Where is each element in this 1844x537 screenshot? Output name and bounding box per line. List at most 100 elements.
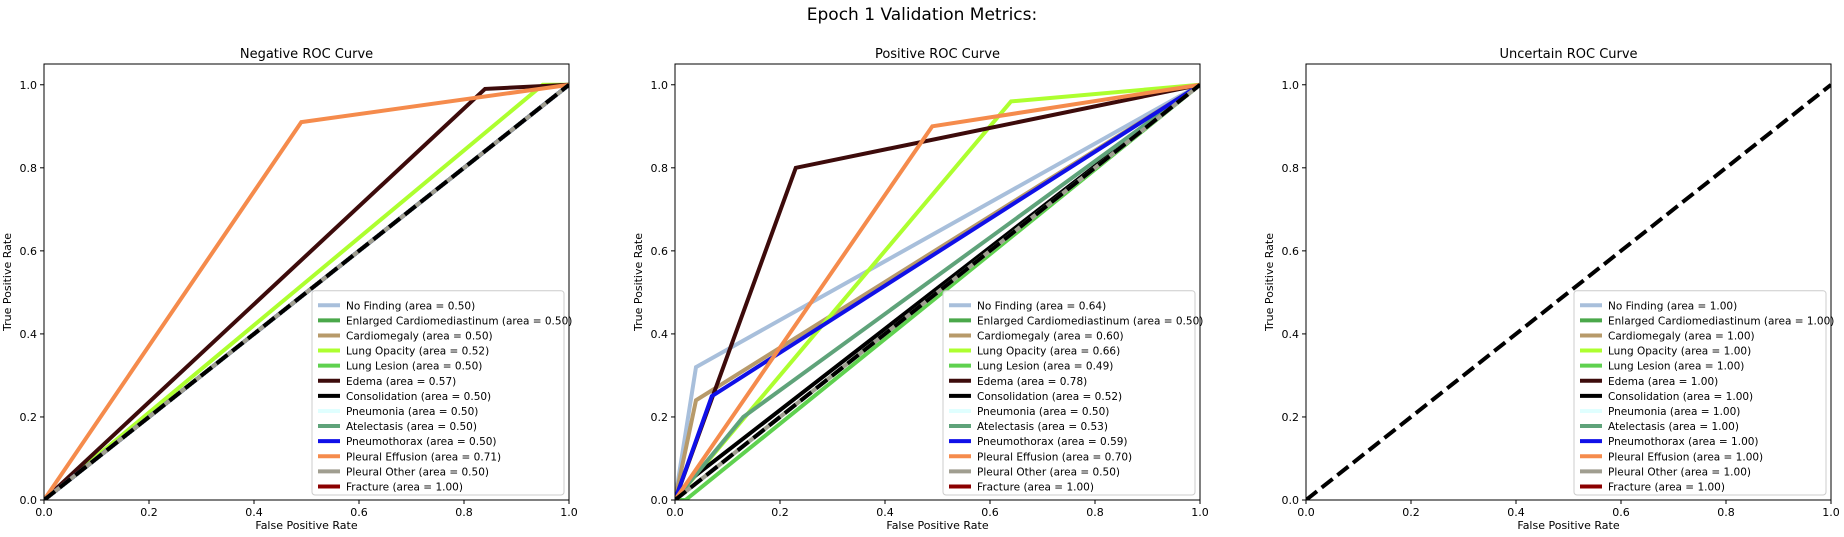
x-tick-label: 0.8 — [1086, 506, 1104, 519]
figure-suptitle: Epoch 1 Validation Metrics: — [807, 5, 1037, 25]
legend-entry: Lung Lesion (area = 0.50) — [346, 361, 482, 373]
x-tick-label: 0.2 — [140, 506, 158, 519]
roc-panel-0: Negative ROC Curve 0.0 0.2 0.4 0.6 0.8 1.0 0.0 0… — [1, 47, 578, 532]
x-tick-label: 0.6 — [981, 506, 999, 519]
legend-entry: Pneumonia (area = 0.50) — [346, 406, 478, 418]
x-tick-label: 0.2 — [1402, 506, 1420, 519]
x-tick-label: 0.0 — [35, 506, 53, 519]
roc-line-atelectasis — [675, 83, 1200, 500]
legend: No Finding (area = 1.00) Enlarged Cardiom… — [1573, 290, 1834, 496]
y-tick-label: 0.8 — [651, 162, 669, 175]
x-tick-label: 1.0 — [1822, 506, 1840, 519]
roc-line-lung-lesion — [675, 83, 1200, 500]
chance-diagonal-line — [675, 83, 1200, 500]
legend-entry: Pneumonia (area = 1.00) — [1608, 406, 1740, 418]
x-axis-label: False Positive Rate — [886, 519, 988, 532]
x-tick-label: 0.4 — [1507, 506, 1525, 519]
legend-entry: Fracture (area = 1.00) — [977, 481, 1094, 493]
legend-entry: Fracture (area = 1.00) — [346, 481, 463, 493]
x-axis-label: False Positive Rate — [1517, 519, 1619, 532]
legend-entry: No Finding (area = 1.00) — [1608, 300, 1737, 312]
x-tick-label: 0.4 — [876, 506, 894, 519]
legend-entry: Pneumothorax (area = 1.00) — [1608, 436, 1759, 448]
legend-entry: Edema (area = 0.57) — [346, 376, 456, 388]
legend-entry: Pneumothorax (area = 0.59) — [977, 436, 1128, 448]
legend-entry: No Finding (area = 0.50) — [346, 300, 475, 312]
legend-entry: Lung Lesion (area = 1.00) — [1608, 361, 1744, 373]
y-tick-label: 0.4 — [1282, 328, 1300, 341]
legend-entry: Cardiomegaly (area = 0.60) — [977, 330, 1124, 342]
chance-diagonal-line — [1306, 83, 1831, 500]
y-axis-label: True Positive Rate — [632, 233, 645, 332]
y-tick-label: 0.4 — [20, 328, 38, 341]
x-tick-label: 0.0 — [1297, 506, 1315, 519]
roc-line-pleural-effusion — [675, 82, 1200, 500]
legend-entry: Pleural Effusion (area = 0.70) — [977, 451, 1132, 463]
legend-entry: Atelectasis (area = 0.50) — [346, 421, 477, 433]
roc-line-edema — [44, 82, 569, 500]
legend-entry: Pleural Other (area = 1.00) — [1608, 466, 1751, 478]
chance-diagonal-line — [44, 83, 569, 500]
y-tick-label: 0.2 — [1282, 411, 1300, 424]
axes-frame — [43, 63, 570, 501]
legend-entry: Edema (area = 1.00) — [1608, 376, 1718, 388]
roc-panel-1: Positive ROC Curve 0.0 0.2 0.4 0.6 0.8 1.0 0.0 0… — [632, 47, 1209, 532]
y-tick-label: 1.0 — [20, 79, 38, 92]
legend-entry: Enlarged Cardiomediastinum (area = 1.00) — [1608, 315, 1834, 327]
y-tick-label: 0.0 — [20, 494, 38, 507]
y-axis-label: True Positive Rate — [1, 233, 14, 332]
legend-entry: Lung Lesion (area = 0.49) — [977, 361, 1113, 373]
x-tick-label: 0.8 — [455, 506, 473, 519]
legend-entry: Lung Opacity (area = 0.66) — [977, 346, 1120, 358]
y-tick-label: 0.8 — [1282, 162, 1300, 175]
y-tick-label: 0.0 — [651, 494, 669, 507]
y-tick-label: 0.6 — [651, 245, 669, 258]
x-tick-label: 0.8 — [1717, 506, 1735, 519]
y-tick-label: 1.0 — [1282, 79, 1300, 92]
roc-line-edema — [675, 82, 1200, 500]
legend-entry: Enlarged Cardiomediastinum (area = 0.50) — [977, 315, 1203, 327]
y-tick-label: 0.2 — [20, 411, 38, 424]
x-tick-label: 0.6 — [1612, 506, 1630, 519]
legend-entry: Atelectasis (area = 1.00) — [1608, 421, 1739, 433]
legend: No Finding (area = 0.64) Enlarged Cardiom… — [942, 290, 1203, 496]
y-tick-label: 0.8 — [20, 162, 38, 175]
y-tick-label: 0.4 — [651, 328, 669, 341]
panel-title: Positive ROC Curve — [875, 47, 1000, 62]
axes-frame — [674, 63, 1201, 501]
legend-entry: Pleural Other (area = 0.50) — [977, 466, 1120, 478]
legend-entry: Consolidation (area = 0.50) — [346, 391, 491, 403]
panel-title: Uncertain ROC Curve — [1499, 47, 1637, 62]
legend-entry: Consolidation (area = 0.52) — [977, 391, 1122, 403]
legend-entry: No Finding (area = 0.64) — [977, 300, 1106, 312]
x-tick-label: 1.0 — [1191, 506, 1209, 519]
legend-box — [311, 290, 565, 496]
legend-box — [942, 290, 1196, 496]
y-tick-label: 0.6 — [1282, 245, 1300, 258]
legend-entry: Consolidation (area = 1.00) — [1608, 391, 1753, 403]
y-axis-label: True Positive Rate — [1263, 233, 1276, 332]
x-tick-label: 0.0 — [666, 506, 684, 519]
y-tick-label: 1.0 — [651, 79, 669, 92]
x-tick-label: 0.6 — [350, 506, 368, 519]
legend-box — [1573, 290, 1827, 496]
legend-entry: Pneumonia (area = 0.50) — [977, 406, 1109, 418]
legend-entry: Atelectasis (area = 0.53) — [977, 421, 1108, 433]
legend-entry: Cardiomegaly (area = 1.00) — [1608, 330, 1755, 342]
legend-entry: Lung Opacity (area = 0.52) — [346, 346, 489, 358]
legend-entry: Pneumothorax (area = 0.50) — [346, 436, 497, 448]
x-tick-label: 1.0 — [560, 506, 578, 519]
legend-entry: Cardiomegaly (area = 0.50) — [346, 330, 493, 342]
panel-title: Negative ROC Curve — [240, 47, 373, 62]
legend: No Finding (area = 0.50) Enlarged Cardiom… — [311, 290, 572, 496]
axes-frame — [1305, 63, 1832, 501]
legend-entry: Pleural Effusion (area = 1.00) — [1608, 451, 1763, 463]
x-axis-label: False Positive Rate — [255, 519, 357, 532]
roc-line-pleural-effusion — [44, 82, 569, 500]
legend-entry: Enlarged Cardiomediastinum (area = 0.50) — [346, 315, 572, 327]
x-tick-label: 0.4 — [245, 506, 263, 519]
roc-line-lung-opacity — [675, 82, 1200, 500]
roc-line-no-finding — [675, 83, 1200, 500]
y-tick-label: 0.2 — [651, 411, 669, 424]
